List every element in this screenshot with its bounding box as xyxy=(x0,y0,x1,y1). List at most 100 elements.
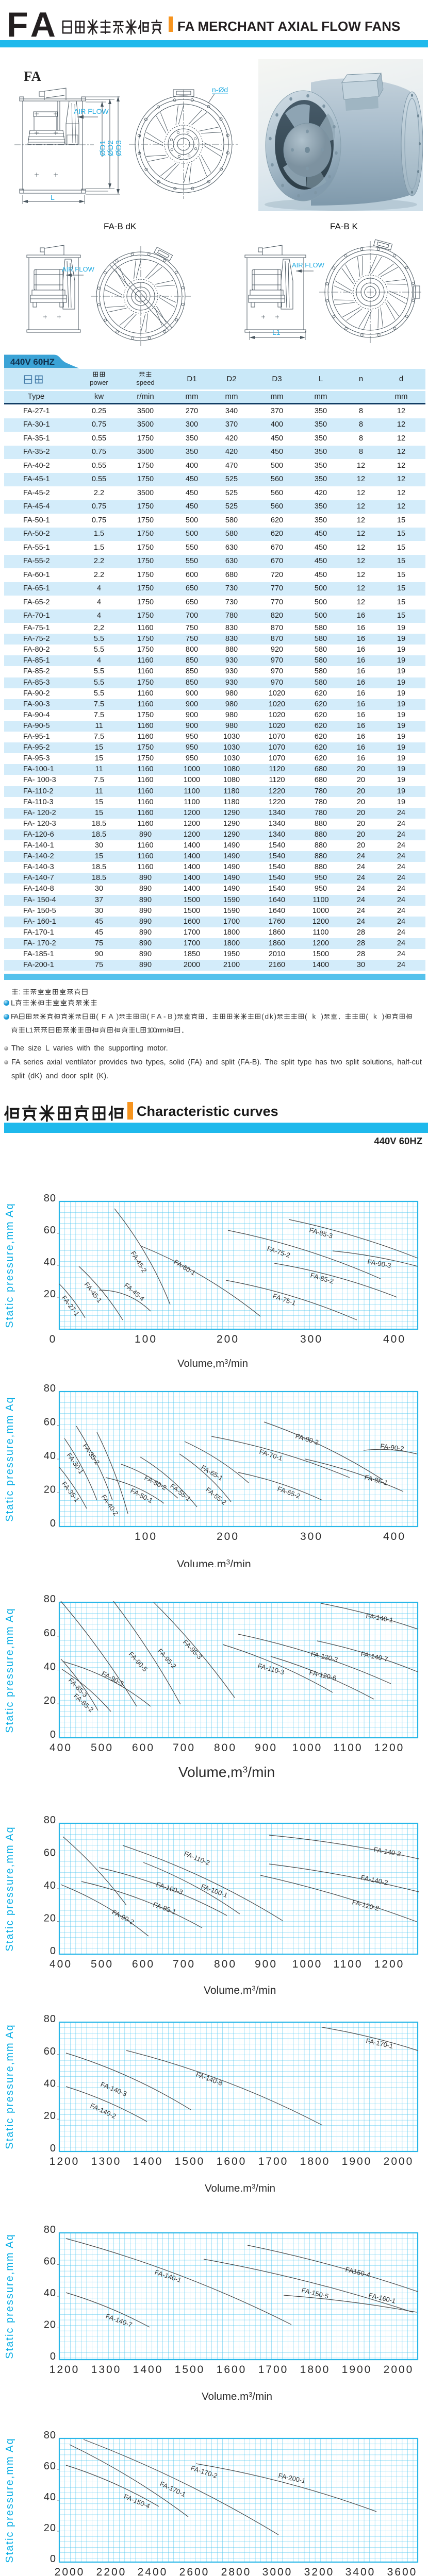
svg-text:Volume,m3/min: Volume,m3/min xyxy=(202,2391,272,2400)
svg-text:(FA): (FA) xyxy=(96,1013,119,1021)
svg-text:40: 40 xyxy=(44,2492,56,2503)
svg-text:20: 20 xyxy=(44,1913,56,1924)
svg-text:1200: 1200 xyxy=(50,2156,80,2167)
svg-text:1200: 1200 xyxy=(374,1742,405,1754)
svg-text:0: 0 xyxy=(50,1729,56,1740)
svg-text:1400: 1400 xyxy=(133,2364,163,2376)
svg-text:FA: FA xyxy=(11,1013,19,1021)
svg-text:2200: 2200 xyxy=(96,2566,127,2576)
svg-text:80: 80 xyxy=(44,1815,56,1826)
svg-text:80: 80 xyxy=(44,1193,56,1204)
svg-text:1400: 1400 xyxy=(133,2156,163,2167)
svg-text:Static pressure,mm Aq: Static pressure,mm Aq xyxy=(4,2024,15,2149)
svg-text:2400: 2400 xyxy=(138,2566,168,2576)
svg-text:Volume,m3/min: Volume,m3/min xyxy=(178,1764,275,1778)
svg-text:ØD3: ØD3 xyxy=(114,140,123,156)
svg-text:60: 60 xyxy=(44,1225,56,1236)
svg-text:0: 0 xyxy=(50,2553,56,2565)
svg-text:2000: 2000 xyxy=(384,2156,414,2167)
svg-text:400: 400 xyxy=(383,1333,406,1345)
svg-text:0: 0 xyxy=(50,1333,57,1345)
svg-text:Static pressure,mm Aq: Static pressure,mm Aq xyxy=(4,1202,15,1328)
svg-text:80: 80 xyxy=(44,1383,56,1394)
svg-text:500: 500 xyxy=(91,1958,113,1970)
svg-text:0: 0 xyxy=(50,1945,56,1957)
svg-text:400: 400 xyxy=(50,1958,72,1970)
svg-text:80: 80 xyxy=(44,2430,56,2441)
svg-text:200: 200 xyxy=(217,1531,239,1543)
svg-text:800: 800 xyxy=(214,1742,237,1754)
svg-text:1100: 1100 xyxy=(333,1742,363,1754)
svg-text:Volume,m3/min: Volume,m3/min xyxy=(205,2182,275,2192)
svg-text:Static pressure,mm Aq: Static pressure,mm Aq xyxy=(4,2437,15,2563)
svg-text:2600: 2600 xyxy=(179,2566,210,2576)
svg-text:500: 500 xyxy=(91,1742,113,1754)
svg-text:L1: L1 xyxy=(272,328,281,336)
svg-text:1700: 1700 xyxy=(258,2364,289,2376)
svg-text:1700: 1700 xyxy=(258,2156,289,2167)
svg-text:1000: 1000 xyxy=(292,1958,323,1970)
svg-text:Static pressure,mm Aq: Static pressure,mm Aq xyxy=(4,1826,15,1951)
svg-text:60: 60 xyxy=(44,1417,56,1428)
svg-text:700: 700 xyxy=(173,1742,195,1754)
svg-text:80: 80 xyxy=(44,2013,56,2025)
svg-text:40: 40 xyxy=(44,2078,56,2090)
svg-text:60: 60 xyxy=(44,1628,56,1639)
svg-text:ØD1: ØD1 xyxy=(98,140,107,156)
svg-text:1300: 1300 xyxy=(91,2156,122,2167)
svg-text:20: 20 xyxy=(44,1289,56,1300)
svg-text:L: L xyxy=(11,999,15,1007)
svg-text:80: 80 xyxy=(44,1594,56,1605)
svg-text:1500: 1500 xyxy=(175,2156,205,2167)
svg-text:40: 40 xyxy=(44,2287,56,2299)
svg-text:(k): (k) xyxy=(305,1013,323,1021)
svg-text:20: 20 xyxy=(44,1484,56,1496)
svg-text:AIR FLOW: AIR FLOW xyxy=(292,261,325,269)
svg-text:Volume,m3/min: Volume,m3/min xyxy=(177,1558,251,1567)
svg-text:2800: 2800 xyxy=(221,2566,252,2576)
svg-text:Static pressure,mm Aq: Static pressure,mm Aq xyxy=(4,1396,15,1521)
svg-text:Volume,m3/min: Volume,m3/min xyxy=(177,1358,248,1369)
svg-text:40: 40 xyxy=(44,1257,56,1268)
svg-text:AIR FLOW: AIR FLOW xyxy=(62,265,95,273)
svg-text:60: 60 xyxy=(44,2256,56,2267)
svg-text:100: 100 xyxy=(135,1333,157,1345)
svg-text:3400: 3400 xyxy=(345,2566,376,2576)
svg-text:900: 900 xyxy=(255,1742,277,1754)
svg-text:Volume,m3/min: Volume,m3/min xyxy=(204,1985,276,1994)
svg-text:40: 40 xyxy=(44,1662,56,1673)
svg-text:60: 60 xyxy=(44,2461,56,2472)
svg-text:40: 40 xyxy=(44,1450,56,1462)
svg-text:1900: 1900 xyxy=(342,2156,372,2167)
svg-text:20: 20 xyxy=(44,2110,56,2122)
svg-text:0: 0 xyxy=(50,1518,56,1529)
svg-text:200: 200 xyxy=(217,1333,239,1345)
svg-text:2000: 2000 xyxy=(384,2364,414,2376)
svg-text:1900: 1900 xyxy=(342,2364,372,2376)
svg-text:800: 800 xyxy=(214,1958,237,1970)
svg-text:60: 60 xyxy=(44,2046,56,2057)
svg-text:1800: 1800 xyxy=(300,2156,331,2167)
svg-text:(FA-B): (FA-B) xyxy=(147,1013,177,1021)
svg-text:100: 100 xyxy=(135,1531,157,1543)
svg-text:60: 60 xyxy=(44,1848,56,1859)
svg-text:1600: 1600 xyxy=(217,2156,247,2167)
svg-text:100mm: 100mm xyxy=(147,1026,167,1035)
svg-text:0: 0 xyxy=(50,2351,56,2362)
svg-text:1600: 1600 xyxy=(217,2364,247,2376)
svg-text:3600: 3600 xyxy=(387,2566,418,2576)
svg-text:1300: 1300 xyxy=(91,2364,122,2376)
svg-text:400: 400 xyxy=(383,1531,406,1543)
svg-text:(k): (k) xyxy=(366,1013,384,1021)
svg-text:1200: 1200 xyxy=(374,1958,405,1970)
svg-text:Static pressure,mm Aq: Static pressure,mm Aq xyxy=(4,2233,15,2359)
svg-text:1000: 1000 xyxy=(292,1742,323,1754)
svg-text:2000: 2000 xyxy=(55,2566,85,2576)
svg-text:600: 600 xyxy=(132,1742,155,1754)
svg-text:3200: 3200 xyxy=(304,2566,335,2576)
svg-text:700: 700 xyxy=(173,1958,195,1970)
svg-text:400: 400 xyxy=(50,1742,72,1754)
svg-text:900: 900 xyxy=(255,1958,277,1970)
svg-text:20: 20 xyxy=(44,2319,56,2331)
svg-text:L: L xyxy=(136,1026,140,1035)
